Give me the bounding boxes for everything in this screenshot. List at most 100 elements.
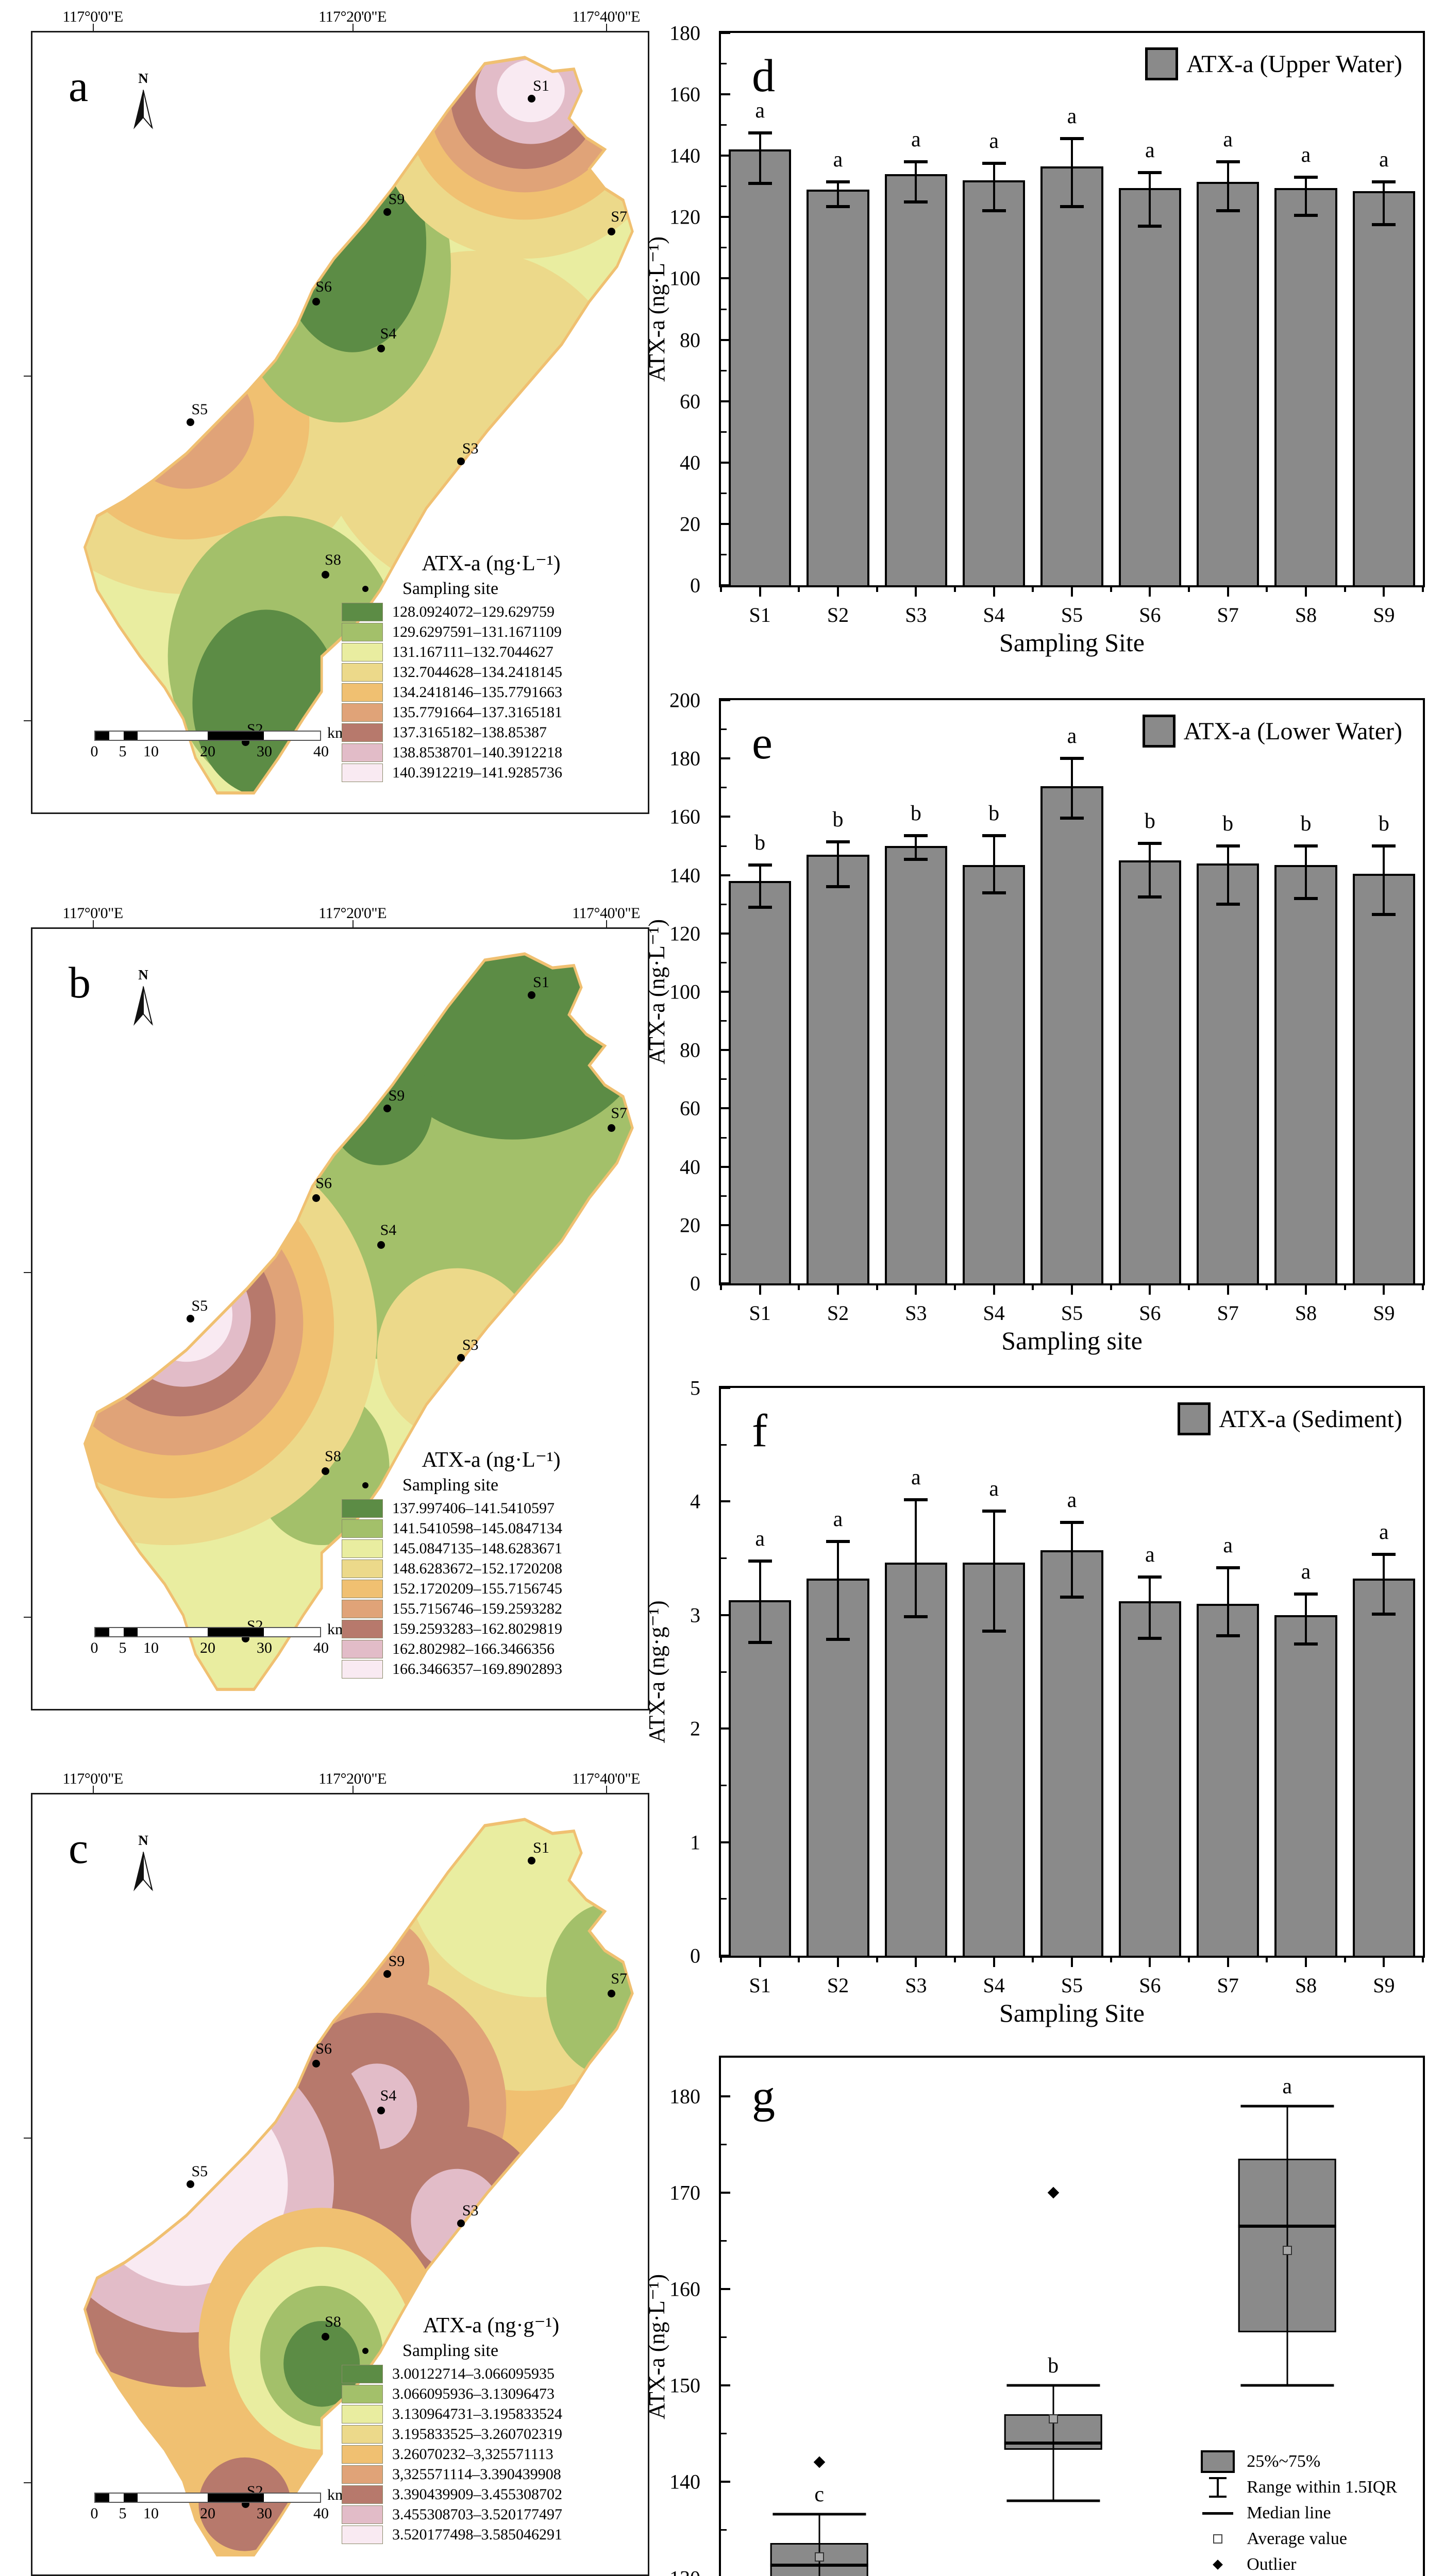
significance-letter: a (911, 128, 921, 152)
map-panel-c: c N S1 S2 S3 S4 S5 S6 S7 S8 S9 km 0 5 10 20 30 40 ATX-a (n… (31, 1793, 649, 2576)
y-axis-tick-label: 180 (669, 21, 700, 45)
scale-bar-segment (109, 2494, 124, 2502)
error-bar-cap-lower (1060, 1596, 1084, 1599)
x-axis-tick-mark (759, 585, 761, 597)
error-bar (1305, 844, 1307, 897)
significance-letter: a (1223, 1534, 1233, 1558)
x-axis-minor-tick (1422, 585, 1424, 592)
error-bar-cap-lower (748, 906, 772, 909)
y-axis-tick-label: 100 (669, 266, 700, 290)
boxplot-legend-row: Median line (1198, 2502, 1397, 2524)
legend-sampling-site-row: Sampling site (355, 2341, 641, 2361)
scale-bar-segment (109, 732, 124, 740)
legend-class-row: 148.6283672–152.1720208 (342, 1560, 641, 1578)
sampling-site-dot (322, 570, 330, 579)
error-bar (993, 1509, 995, 1630)
x-axis-tick-label: S1 (749, 1301, 771, 1325)
error-bar (1383, 844, 1385, 913)
y-axis-tick-label: 160 (669, 2277, 700, 2301)
boxplot-legend-row: Range within 1.5IQR (1198, 2476, 1397, 2499)
y-axis-minor-tick (721, 247, 727, 249)
x-axis-tick-label: S5 (1061, 603, 1083, 626)
north-label: N (138, 1833, 148, 1848)
y-axis-tick-mark (721, 874, 730, 876)
y-axis-tick-label: 1 (690, 1831, 700, 1854)
y-axis-tick-mark (721, 93, 730, 96)
panel-letter-b: b (69, 958, 91, 1007)
y-axis-tick-mark (721, 1841, 730, 1843)
y-axis-minor-tick (721, 431, 727, 433)
y-axis-minor-tick (721, 1195, 727, 1197)
significance-letter: b (754, 831, 766, 855)
bar-S3 (884, 174, 947, 585)
x-axis-minor-tick (1032, 585, 1034, 592)
sampling-site-label: S7 (611, 1104, 628, 1122)
sampling-site-label: S1 (533, 1839, 549, 1857)
boxplot-legend-row: 25%~75% (1198, 2450, 1397, 2473)
legend-color-swatch (342, 1539, 383, 1558)
map-legend: ATX-a (ng·g⁻¹) Sampling site 3.00122714–3.… (342, 2312, 641, 2546)
scale-bar-tick-label: 5 (119, 743, 127, 760)
y-axis-minor-tick (721, 1253, 727, 1255)
legend-class-range: 131.167111–132.7044627 (392, 643, 553, 660)
north-label: N (138, 967, 148, 982)
whisker-cap-lower (1240, 2384, 1334, 2387)
significance-letter: a (1223, 128, 1233, 152)
lon-tick-mark (606, 24, 607, 31)
error-bar-cap-upper (748, 131, 772, 134)
box-swatch-glyph (1201, 2450, 1235, 2473)
x-axis-tick-label: S9 (1373, 1301, 1395, 1325)
legend-swatch (1178, 1402, 1211, 1435)
legend-color-swatch (342, 1640, 383, 1658)
y-axis-tick-mark (721, 2384, 730, 2386)
sampling-site-label: S9 (388, 190, 405, 208)
legend-color-swatch (342, 1660, 383, 1679)
legend-swatch (1142, 715, 1176, 748)
y-axis-minor-tick (721, 2336, 727, 2338)
outlier-marker (1047, 2187, 1059, 2199)
error-bar-cap-upper (1138, 841, 1162, 845)
sampling-site-dot (457, 457, 465, 466)
x-axis-tick-label: S6 (1139, 1974, 1161, 1997)
bar-S7 (1197, 1603, 1260, 1956)
y-axis-minor-tick (721, 2143, 727, 2145)
x-axis-minor-tick (1110, 1283, 1112, 1290)
lat-tick-mark (24, 1272, 31, 1273)
average-value-marker (814, 2552, 824, 2562)
error-bar (993, 162, 995, 210)
y-axis-tick-label: 180 (669, 747, 700, 770)
error-bar (1227, 160, 1229, 210)
y-axis-minor-tick (721, 63, 727, 65)
y-axis-tick-label: 5 (690, 1376, 700, 1400)
error-bar (1305, 175, 1307, 214)
whisker-cap-upper (1240, 2105, 1334, 2107)
legend-class-row: 3.520177498–3.585046291 (342, 2526, 641, 2544)
legend-color-swatch (342, 703, 383, 722)
bar-S9 (1352, 1579, 1415, 1956)
significance-letter: b (1144, 809, 1155, 833)
scale-bar-segment (137, 1628, 152, 1636)
sampling-site-dot (608, 227, 616, 235)
y-axis-minor-tick (721, 1784, 727, 1786)
error-bar-cap-upper (1372, 180, 1396, 183)
whisker-cap-lower (1006, 2499, 1100, 2502)
y-axis-tick-mark (721, 699, 730, 701)
error-bar-cap-lower (1138, 225, 1162, 228)
legend-class-range: 3.26070232–3,325571113 (392, 2446, 553, 2463)
panel-letter-g: g (752, 2071, 775, 2122)
error-bar-cap-lower (1372, 223, 1396, 227)
x-axis-minor-tick (1344, 1956, 1346, 1962)
legend-sampling-site-row: Sampling site (355, 579, 641, 599)
scale-bar-segment (95, 1628, 110, 1636)
average-value-marker (1048, 2414, 1058, 2424)
sampling-site-dot (312, 2059, 321, 2067)
y-axis-tick-mark (721, 816, 730, 818)
error-bar-cap-lower (748, 1641, 772, 1645)
y-axis-tick-label: 180 (669, 2084, 700, 2108)
legend-class-row: 3,325571114–3.390439908 (342, 2465, 641, 2484)
x-axis-minor-tick (1266, 1956, 1268, 1962)
scale-bar-segment (137, 2494, 152, 2502)
legend-color-swatch (342, 1620, 383, 1638)
bar-S5 (1040, 166, 1103, 585)
sampling-site-dot (377, 1241, 385, 1249)
